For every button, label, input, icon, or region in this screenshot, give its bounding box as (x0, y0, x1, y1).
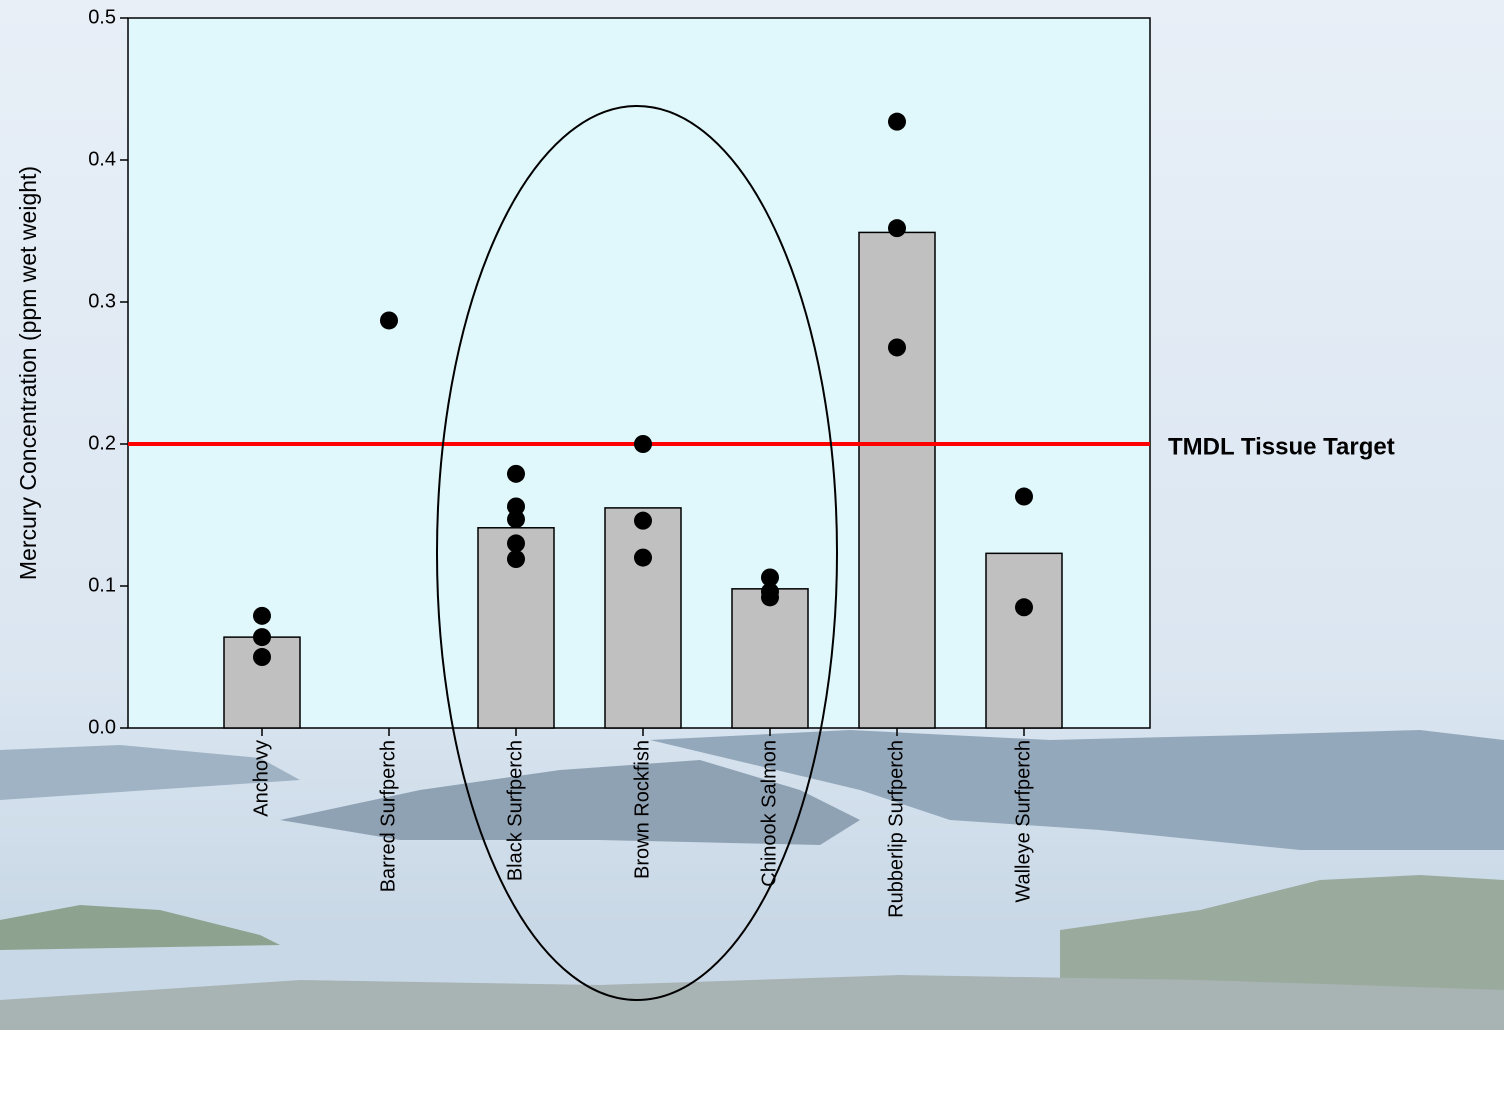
bar (604, 507, 682, 729)
data-point (634, 548, 652, 567)
y-tick-label: 0.1 (88, 574, 116, 596)
x-tick-label: Black Surfperch (504, 740, 526, 881)
bar (731, 588, 809, 729)
x-tick-label: Barred Surfperch (377, 740, 399, 892)
x-tick-label: Brown Rockfish (631, 740, 653, 879)
x-tick-label: Anchovy (250, 740, 272, 817)
hill (0, 745, 300, 800)
y-axis-label: Mercury Concentration (ppm wet weight) (15, 166, 41, 580)
island (280, 760, 860, 845)
y-tick-label: 0.5 (88, 6, 116, 28)
hill (1060, 875, 1504, 1000)
data-point (507, 464, 525, 483)
x-tick-label: Walleye Surfperch (1012, 740, 1034, 903)
reference-label: TMDL Tissue Target (1168, 433, 1395, 460)
data-point (634, 435, 652, 453)
data-point (253, 648, 271, 666)
data-point (253, 628, 271, 647)
data-point (507, 510, 525, 529)
hill (650, 730, 1504, 850)
x-tick-label: Rubberlip Surfperch (885, 740, 907, 918)
y-tick-label: 0.3 (88, 290, 116, 312)
highlight-ellipse (436, 105, 838, 1001)
data-point (507, 550, 525, 569)
data-point (507, 534, 525, 553)
bar (985, 552, 1063, 729)
y-tick-label: 0.0 (88, 716, 116, 738)
data-point (888, 219, 906, 238)
data-point (761, 568, 779, 587)
shore (0, 975, 1504, 1030)
page-bottom (0, 1030, 1504, 1115)
data-point (1015, 598, 1033, 617)
data-point (507, 497, 525, 516)
data-point (888, 112, 906, 131)
data-point (380, 311, 398, 330)
y-tick-label: 0.2 (88, 432, 116, 454)
island (0, 905, 280, 950)
data-point (761, 588, 779, 607)
y-tick-label: 0.4 (88, 148, 116, 170)
data-point (888, 338, 906, 357)
x-tick-label: Chinook Salmon (758, 740, 780, 887)
bar (858, 231, 936, 729)
data-point (253, 606, 271, 625)
data-point (634, 511, 652, 530)
data-point (1015, 487, 1033, 506)
